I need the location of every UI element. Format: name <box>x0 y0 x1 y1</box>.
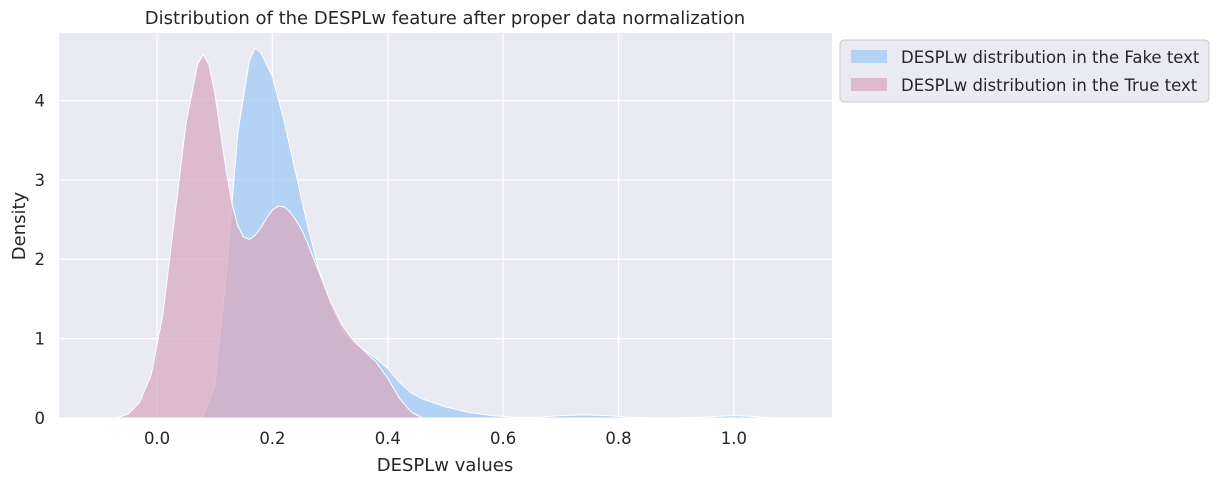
x-tick-label: 0.4 <box>375 429 401 448</box>
true-text-density-area <box>116 53 423 419</box>
x-axis-ticks: 0.0 0.2 0.4 0.6 0.8 1.0 <box>144 429 747 448</box>
y-axis-label: Density <box>9 191 30 260</box>
legend-label-true: DESPLw distribution in the True text <box>901 76 1198 95</box>
x-tick-label: 0.2 <box>259 429 285 448</box>
y-axis-ticks: 0 1 2 3 4 <box>35 91 46 428</box>
y-tick-label: 0 <box>35 409 46 428</box>
y-tick-label: 4 <box>35 91 46 110</box>
series-areas <box>116 47 775 419</box>
legend: DESPLw distribution in the Fake text DES… <box>839 39 1210 103</box>
legend-swatch-true <box>851 78 887 91</box>
x-tick-label: 0.0 <box>144 429 170 448</box>
legend-label-fake: DESPLw distribution in the Fake text <box>901 48 1200 67</box>
x-tick-label: 1.0 <box>721 429 747 448</box>
y-tick-label: 2 <box>35 250 46 269</box>
x-tick-label: 0.6 <box>490 429 516 448</box>
legend-frame <box>839 39 1210 103</box>
y-tick-label: 3 <box>35 171 46 190</box>
legend-swatch-fake <box>851 50 887 63</box>
y-tick-label: 1 <box>35 330 46 349</box>
chart-title: Distribution of the DESPLw feature after… <box>145 8 745 29</box>
x-axis-label: DESPLw values <box>377 455 514 476</box>
x-tick-label: 0.8 <box>605 429 631 448</box>
